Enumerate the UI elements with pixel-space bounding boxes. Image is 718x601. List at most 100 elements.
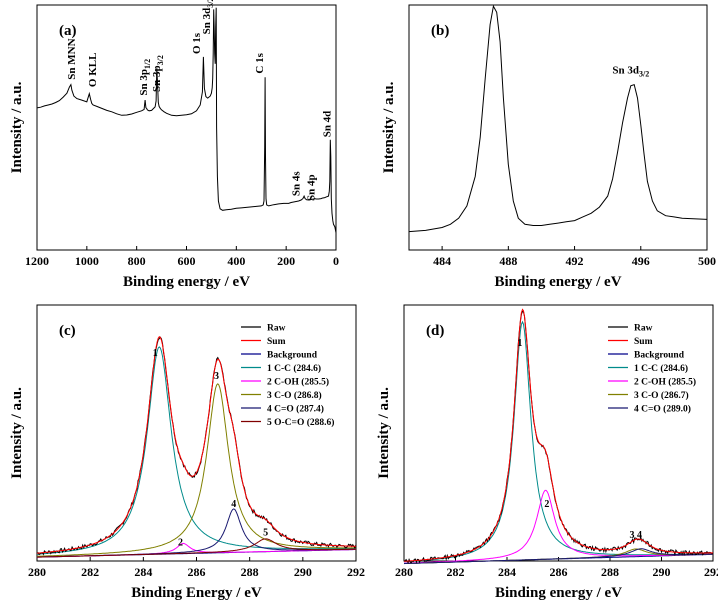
x-axis-label: Binding Energy / eV bbox=[131, 585, 262, 601]
peak-annotation: C 1s bbox=[254, 52, 266, 73]
x-tick-label: 286 bbox=[550, 565, 568, 579]
x-tick-label: 488 bbox=[499, 254, 517, 268]
x-tick-label: 280 bbox=[28, 565, 46, 579]
peak-subscript: 3/2 bbox=[639, 70, 649, 79]
component-line bbox=[403, 489, 713, 564]
y-axis-label: Intensity / a.u. bbox=[376, 387, 392, 479]
x-tick-label: 282 bbox=[81, 565, 99, 579]
fit-sum-line bbox=[36, 336, 356, 554]
x-tick-label: 292 bbox=[347, 565, 365, 579]
legend-entry: Raw bbox=[634, 324, 653, 334]
x-tick-label: 286 bbox=[188, 565, 206, 579]
x-axis-label: Binding energy / eV bbox=[495, 585, 622, 601]
panel-a: 1200 1000 800 600 400 200 0 Binding energy / eV… bbox=[9, 0, 339, 290]
peak-name: Sn 4s bbox=[291, 171, 303, 196]
panel-label: (c) bbox=[59, 323, 76, 339]
component-line bbox=[37, 538, 356, 558]
x-tick-label: 484 bbox=[433, 254, 451, 268]
component-line bbox=[37, 346, 357, 555]
peak-name: Sn 3d bbox=[612, 65, 639, 77]
peak-number-label: 2 bbox=[178, 538, 183, 549]
spectrum-line bbox=[36, 7, 337, 233]
x-axis-label: Binding energy / eV bbox=[123, 274, 250, 290]
panel-c: 280 282 284 286 288 290 292 Binding Energy / eV… bbox=[9, 304, 365, 601]
raw-data-line bbox=[403, 310, 714, 564]
legend-entry: Sum bbox=[267, 337, 286, 347]
plot-frame-d bbox=[403, 304, 714, 562]
peak-annotation: O 1s bbox=[191, 32, 203, 54]
peak-number-label: 1 bbox=[517, 338, 522, 349]
legend-entry: 5 O-C=O (288.6) bbox=[267, 417, 334, 428]
peak-number-label: 3 4 bbox=[630, 530, 643, 541]
legend-entry: Raw bbox=[267, 324, 286, 334]
peak-subscript: 1/2 bbox=[143, 59, 152, 69]
legend-entry: 1 C-C (284.6) bbox=[634, 363, 688, 374]
peak-annotation: Sn 3d3/2 bbox=[612, 65, 649, 79]
peak-annotation: Sn 3p3/2 bbox=[151, 55, 165, 92]
peak-subscript: 3/2 bbox=[156, 55, 165, 65]
spectrum-line bbox=[408, 4, 708, 233]
x-tick-label: 284 bbox=[498, 565, 516, 579]
x-tick-label: 290 bbox=[294, 565, 312, 579]
peak-annotation: Sn 4d bbox=[321, 111, 333, 138]
legend-entry: 2 C-OH (285.5) bbox=[634, 377, 696, 388]
component-line bbox=[36, 383, 356, 557]
legend-entry: 3 C-O (286.7) bbox=[634, 390, 689, 401]
x-tick-label: 492 bbox=[566, 254, 584, 268]
legend-entry: Background bbox=[267, 351, 318, 361]
peak-name: Sn 4p bbox=[306, 174, 318, 201]
peak-name: O 1s bbox=[191, 32, 203, 54]
component-line bbox=[404, 548, 713, 564]
y-axis-label: Intensity / a.u. bbox=[9, 387, 25, 479]
peak-number-label: 1 bbox=[153, 348, 158, 359]
x-tick-label: 500 bbox=[698, 254, 716, 268]
panel-label: (a) bbox=[59, 23, 77, 39]
legend-entry: Background bbox=[634, 351, 685, 361]
peak-name: Sn 4d bbox=[321, 111, 333, 138]
raw-data-line bbox=[36, 336, 357, 556]
x-tick-label: 284 bbox=[134, 565, 152, 579]
peak-annotation: Sn 4s bbox=[291, 171, 303, 196]
plot-frame-b bbox=[408, 4, 708, 251]
x-tick-label: 290 bbox=[653, 565, 671, 579]
peak-name: Sn 3p bbox=[151, 65, 163, 92]
x-tick-label: 288 bbox=[601, 565, 619, 579]
peak-annotation: Sn 4p bbox=[306, 174, 318, 201]
peak-name: Sn MNN bbox=[66, 38, 78, 79]
x-axis-label: Binding energy / eV bbox=[494, 274, 621, 290]
x-tick-label: 1000 bbox=[75, 254, 99, 268]
fit-sum-line bbox=[404, 308, 713, 562]
x-tick-label: 400 bbox=[227, 254, 245, 268]
panel-label: (d) bbox=[426, 323, 444, 339]
peak-annotation: Sn 3d3/2 bbox=[201, 0, 215, 34]
peak-subscript: 3/2 bbox=[206, 0, 215, 8]
legend-entry: 3 C-O (286.8) bbox=[267, 390, 322, 401]
peak-number-label: 2 bbox=[544, 499, 549, 510]
peak-annotation: Sn 3p1/2 bbox=[138, 59, 152, 96]
panel-label: (b) bbox=[431, 23, 449, 39]
x-tick-label: 1200 bbox=[25, 254, 49, 268]
peak-number-label: 4 bbox=[231, 499, 236, 510]
x-tick-label: 600 bbox=[178, 254, 196, 268]
panel-d: 280 282 284 286 288 290 292 Binding energy / eV… bbox=[376, 304, 718, 601]
legend-entry: Sum bbox=[634, 337, 653, 347]
x-tick-label: 496 bbox=[632, 254, 650, 268]
peak-name: Sn 3d bbox=[201, 8, 213, 35]
x-tick-label: 280 bbox=[395, 565, 413, 579]
peak-annotation: O KLL bbox=[87, 53, 99, 88]
plot-frame-a bbox=[36, 4, 337, 251]
panel-b: 484 488 492 496 500 Binding energy / eV Intens… bbox=[381, 0, 716, 290]
y-axis-label: Intensity / a.u. bbox=[9, 81, 25, 173]
x-tick-label: 0 bbox=[333, 254, 339, 268]
legend-entry: 4 C=O (287.4) bbox=[267, 404, 324, 415]
x-tick-label: 800 bbox=[128, 254, 146, 268]
legend-entry: 2 C-OH (285.5) bbox=[267, 377, 329, 388]
plot-frame-c bbox=[36, 304, 357, 562]
y-axis-label: Intensity / a.u. bbox=[381, 81, 397, 173]
legend-entry: 1 C-C (284.6) bbox=[267, 363, 321, 374]
peak-number-label: 5 bbox=[263, 527, 268, 538]
x-tick-label: 292 bbox=[704, 565, 718, 579]
peak-name: O KLL bbox=[87, 53, 99, 88]
peak-name: C 1s bbox=[254, 52, 266, 73]
